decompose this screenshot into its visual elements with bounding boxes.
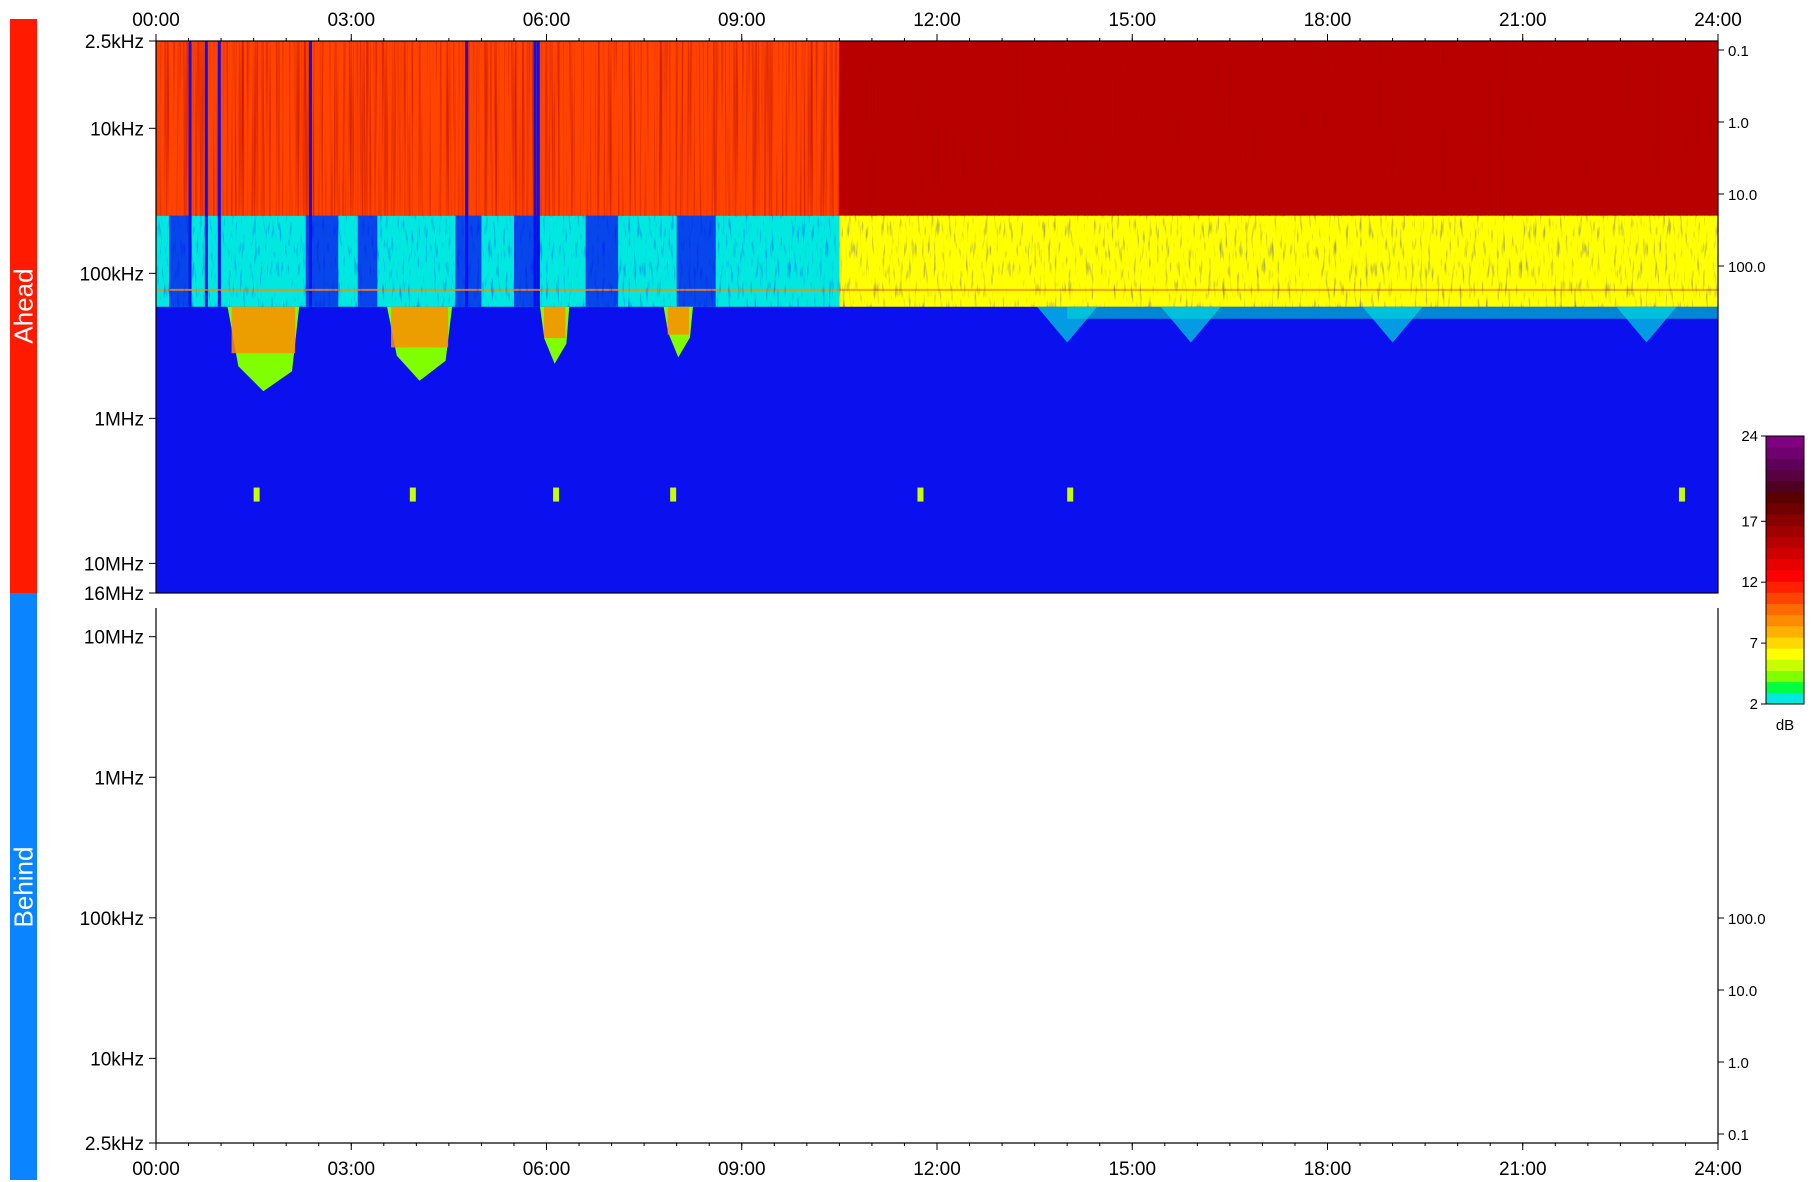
colorbar-segment xyxy=(1766,503,1804,515)
burst-event-core xyxy=(231,306,296,354)
texture-mid xyxy=(156,215,1718,307)
colorbar-segment xyxy=(1766,514,1804,526)
colorbar-segment xyxy=(1766,469,1804,482)
texture-high xyxy=(156,41,1718,216)
right-tick-label-behind: 10.0 xyxy=(1728,983,1757,1000)
colorbar-tick-label: 17 xyxy=(1741,513,1758,530)
x-tick-label-top: 15:00 xyxy=(1108,10,1156,31)
radio-burst-speck xyxy=(670,487,677,502)
y-tick-label-ahead: 2.5kHz xyxy=(85,32,144,53)
colorbar-segment xyxy=(1766,458,1804,470)
colorbar-segment xyxy=(1766,525,1804,537)
colorbar-segment xyxy=(1766,603,1804,616)
y-tick-label-behind: 2.5kHz xyxy=(85,1134,144,1155)
radio-burst-speck xyxy=(917,487,924,502)
colorbar-segment xyxy=(1766,614,1804,627)
x-tick-label-bottom: 12:00 xyxy=(913,1159,961,1180)
colorbar-segment xyxy=(1766,625,1804,638)
radio-burst-speck xyxy=(409,487,416,502)
right-tick-label-behind: 100.0 xyxy=(1728,911,1766,928)
colorbar-segment xyxy=(1766,570,1804,582)
burst-event-core xyxy=(667,306,689,335)
right-tick-label-ahead: 0.1 xyxy=(1728,43,1749,60)
x-tick-label-top: 24:00 xyxy=(1694,10,1742,31)
band-droop xyxy=(1160,306,1221,343)
x-tick-label-bottom: 21:00 xyxy=(1499,1159,1547,1180)
radio-burst-speck xyxy=(553,487,560,502)
x-tick-label-top: 09:00 xyxy=(718,10,766,31)
colorbar-frame xyxy=(1765,435,1805,705)
colorbar-tick-label: 24 xyxy=(1741,428,1758,445)
burst-event-core xyxy=(543,306,566,339)
right-tick-label-behind: 0.1 xyxy=(1728,1127,1749,1144)
colorbar-segment xyxy=(1766,670,1804,683)
x-tick-label-bottom: 18:00 xyxy=(1304,1159,1352,1180)
colorbar-segment xyxy=(1766,436,1804,448)
x-tick-label-bottom: 00:00 xyxy=(132,1159,180,1180)
colorbar-segment xyxy=(1766,692,1804,705)
colorbar-segment xyxy=(1766,558,1804,571)
y-tick-label-ahead: 16MHz xyxy=(84,584,144,605)
x-tick-label-top: 06:00 xyxy=(523,10,571,31)
colorbar-segment xyxy=(1766,547,1804,560)
ahead-panel-bar: Ahead xyxy=(8,19,38,593)
x-tick-label-top: 00:00 xyxy=(132,10,180,31)
x-tick-label-top: 03:00 xyxy=(327,10,375,31)
right-tick-label-ahead: 10.0 xyxy=(1728,187,1757,204)
colorbar-tick-label: 12 xyxy=(1741,574,1758,591)
x-tick-label-top: 12:00 xyxy=(913,10,961,31)
radio-burst-speck xyxy=(1067,487,1074,502)
colorbar-tick-label: 2 xyxy=(1750,696,1758,713)
right-tick-label-ahead: 1.0 xyxy=(1728,115,1749,132)
colorbar-unit-label: dB xyxy=(1776,717,1794,734)
y-tick-label-ahead: 1MHz xyxy=(94,409,144,430)
colorbar-tick-label: 7 xyxy=(1750,635,1758,652)
y-tick-label-behind: 10MHz xyxy=(84,628,144,649)
y-tick-label-behind: 100kHz xyxy=(80,909,144,930)
colorbar-segment xyxy=(1766,681,1804,694)
x-tick-label-bottom: 24:00 xyxy=(1694,1159,1742,1180)
y-tick-label-ahead: 10kHz xyxy=(90,119,144,140)
band-droop xyxy=(1037,306,1098,343)
burst-event-core xyxy=(391,306,449,348)
y-tick-label-behind: 1MHz xyxy=(94,768,144,789)
colorbar-segment xyxy=(1766,581,1804,593)
colorbar-segment xyxy=(1766,491,1804,504)
right-tick-label-ahead: 100.0 xyxy=(1728,259,1766,276)
x-tick-label-top: 18:00 xyxy=(1304,10,1352,31)
colorbar-segment xyxy=(1766,480,1804,493)
y-tick-label-ahead: 10MHz xyxy=(84,554,144,575)
colorbar-segment xyxy=(1766,447,1804,459)
x-tick-label-bottom: 09:00 xyxy=(718,1159,766,1180)
x-tick-label-bottom: 06:00 xyxy=(523,1159,571,1180)
y-tick-label-behind: 10kHz xyxy=(90,1049,144,1070)
x-tick-label-top: 21:00 xyxy=(1499,10,1547,31)
band-droop xyxy=(1362,306,1423,343)
colorbar-segment xyxy=(1766,648,1804,660)
x-tick-label-bottom: 15:00 xyxy=(1108,1159,1156,1180)
radio-burst-speck xyxy=(1678,487,1685,502)
colorbar-segment xyxy=(1766,536,1804,549)
right-tick-label-behind: 1.0 xyxy=(1728,1055,1749,1072)
colorbar-segment xyxy=(1766,659,1804,671)
colorbar-segment xyxy=(1766,592,1804,604)
behind-panel-bar: Behind xyxy=(8,593,38,1180)
colorbar-segment xyxy=(1766,637,1804,649)
band-droop xyxy=(1616,306,1677,343)
y-tick-label-ahead: 100kHz xyxy=(80,264,144,285)
x-tick-label-bottom: 03:00 xyxy=(327,1159,375,1180)
radio-burst-speck xyxy=(253,487,260,502)
